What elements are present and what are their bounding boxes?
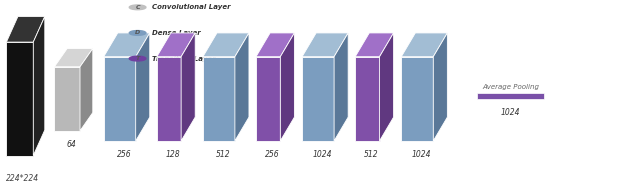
Polygon shape [33, 16, 45, 156]
Text: 224*224: 224*224 [6, 174, 40, 183]
Text: 512: 512 [364, 150, 379, 159]
Polygon shape [6, 16, 45, 42]
Circle shape [129, 5, 146, 10]
Polygon shape [54, 67, 80, 131]
Text: Convolutional Layer: Convolutional Layer [152, 4, 230, 10]
Text: T: T [136, 56, 140, 61]
Polygon shape [203, 33, 249, 57]
Polygon shape [235, 33, 249, 141]
Polygon shape [256, 33, 294, 57]
Polygon shape [334, 33, 348, 141]
Text: Average Pooling: Average Pooling [482, 84, 539, 90]
Polygon shape [355, 33, 394, 57]
Polygon shape [181, 33, 195, 141]
Polygon shape [203, 57, 235, 141]
Polygon shape [104, 33, 150, 57]
Polygon shape [157, 57, 181, 141]
Circle shape [129, 31, 146, 35]
Polygon shape [6, 42, 33, 156]
Text: 64: 64 [66, 140, 76, 149]
Text: Transition Layer: Transition Layer [152, 55, 215, 62]
Polygon shape [401, 57, 433, 141]
Polygon shape [80, 48, 93, 131]
Text: D: D [135, 30, 140, 36]
Text: 128: 128 [166, 150, 180, 159]
Text: C: C [135, 5, 140, 10]
Polygon shape [54, 48, 93, 67]
Polygon shape [477, 93, 544, 99]
Polygon shape [302, 57, 334, 141]
Polygon shape [104, 57, 136, 141]
Text: 256: 256 [265, 150, 280, 159]
Circle shape [129, 56, 146, 61]
Polygon shape [157, 33, 195, 57]
Polygon shape [401, 33, 447, 57]
Text: 1024: 1024 [412, 150, 431, 159]
Text: 1024: 1024 [500, 108, 520, 117]
Text: 256: 256 [116, 150, 131, 159]
Text: 512: 512 [216, 150, 230, 159]
Polygon shape [136, 33, 150, 141]
Text: 1024: 1024 [312, 150, 332, 159]
Polygon shape [280, 33, 294, 141]
Polygon shape [433, 33, 447, 141]
Polygon shape [302, 33, 348, 57]
Polygon shape [256, 57, 280, 141]
Polygon shape [355, 57, 380, 141]
Text: Dense Layer: Dense Layer [152, 30, 200, 36]
Polygon shape [380, 33, 394, 141]
